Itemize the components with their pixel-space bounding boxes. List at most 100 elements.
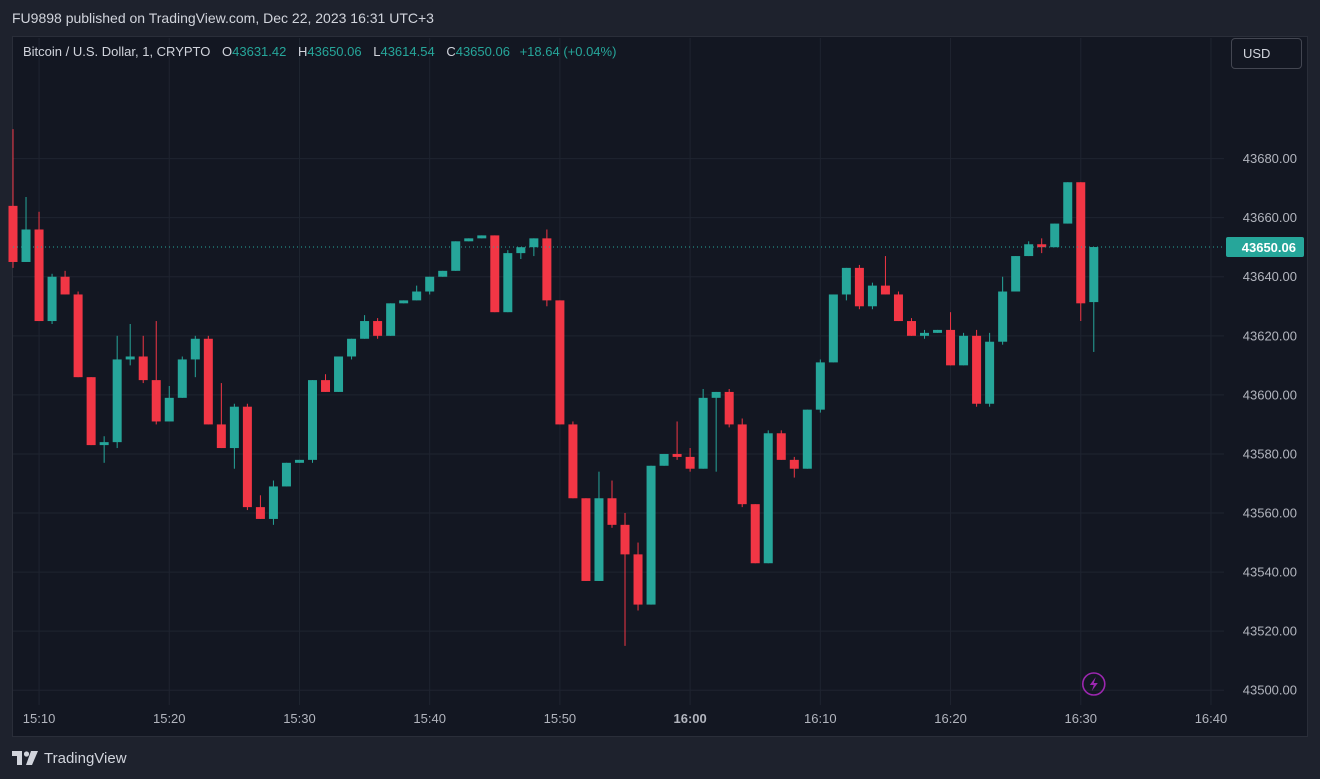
- candle[interactable]: [360, 315, 370, 339]
- candle[interactable]: [972, 329, 982, 407]
- candle[interactable]: [737, 418, 747, 508]
- candle[interactable]: [255, 495, 265, 519]
- candle[interactable]: [242, 403, 252, 511]
- candle[interactable]: [229, 403, 239, 469]
- candle[interactable]: [47, 273, 57, 324]
- candle[interactable]: [581, 498, 591, 581]
- candle[interactable]: [477, 235, 487, 239]
- candle[interactable]: [281, 462, 291, 487]
- candle[interactable]: [998, 276, 1008, 345]
- candle[interactable]: [516, 247, 526, 260]
- candle[interactable]: [828, 294, 838, 363]
- candle[interactable]: [451, 241, 461, 271]
- candle[interactable]: [1063, 182, 1073, 224]
- candle[interactable]: [946, 312, 956, 366]
- candle[interactable]: [802, 409, 812, 469]
- candle[interactable]: [164, 386, 174, 422]
- candle[interactable]: [34, 211, 44, 322]
- candle[interactable]: [985, 332, 995, 407]
- candle-body: [815, 362, 825, 410]
- candle[interactable]: [867, 282, 877, 310]
- candle[interactable]: [633, 542, 643, 611]
- candle[interactable]: [620, 513, 630, 646]
- currency-button[interactable]: USD: [1231, 38, 1302, 69]
- candle[interactable]: [138, 335, 148, 384]
- candle[interactable]: [542, 229, 552, 307]
- candle[interactable]: [880, 256, 890, 295]
- candle[interactable]: [959, 332, 969, 366]
- candle[interactable]: [8, 129, 18, 268]
- candle[interactable]: [555, 300, 565, 425]
- symbol-title[interactable]: Bitcoin / U.S. Dollar, 1, CRYPTO: [23, 44, 211, 59]
- candle-body: [386, 303, 396, 336]
- candle[interactable]: [750, 504, 760, 564]
- candle[interactable]: [21, 197, 31, 262]
- candle[interactable]: [334, 356, 344, 392]
- candle[interactable]: [776, 430, 786, 460]
- candle[interactable]: [1089, 247, 1099, 352]
- time-tick-label: 15:30: [283, 711, 316, 726]
- candle[interactable]: [438, 270, 448, 277]
- candle[interactable]: [789, 456, 799, 478]
- candle[interactable]: [815, 359, 825, 413]
- candle[interactable]: [151, 321, 161, 425]
- candle[interactable]: [659, 453, 669, 466]
- candle[interactable]: [568, 421, 578, 499]
- candle[interactable]: [646, 465, 656, 605]
- candle[interactable]: [412, 285, 422, 301]
- candle[interactable]: [920, 329, 930, 339]
- footer-brand[interactable]: TradingView: [12, 745, 127, 771]
- candle[interactable]: [399, 300, 409, 304]
- candle[interactable]: [685, 448, 695, 472]
- candle[interactable]: [607, 480, 617, 528]
- candle[interactable]: [216, 383, 226, 449]
- candle[interactable]: [763, 430, 773, 564]
- price-tick-label: 43640.00: [1243, 269, 1297, 284]
- candle[interactable]: [190, 335, 200, 378]
- candle[interactable]: [893, 291, 903, 322]
- candle[interactable]: [672, 421, 682, 460]
- candle[interactable]: [906, 318, 916, 336]
- event-marker: [1081, 672, 1106, 696]
- candle[interactable]: [203, 335, 213, 425]
- candle-body: [1063, 182, 1073, 224]
- candle[interactable]: [711, 391, 721, 472]
- lightning-bolt-icon[interactable]: [1081, 672, 1106, 696]
- candle[interactable]: [177, 356, 187, 398]
- candle[interactable]: [854, 264, 864, 310]
- candle[interactable]: [503, 250, 513, 313]
- candle-body: [242, 406, 252, 508]
- price-tick-label: 43500.00: [1243, 683, 1297, 698]
- candle-body: [568, 424, 578, 499]
- candle[interactable]: [1076, 182, 1086, 322]
- candle[interactable]: [724, 388, 734, 428]
- candle[interactable]: [386, 303, 396, 336]
- candle[interactable]: [112, 335, 122, 449]
- candle[interactable]: [425, 276, 435, 295]
- candle[interactable]: [1011, 256, 1021, 292]
- candle[interactable]: [1050, 223, 1060, 248]
- chart-pane[interactable]: [12, 36, 1308, 737]
- candle[interactable]: [1024, 241, 1034, 257]
- candle[interactable]: [73, 291, 83, 378]
- candle[interactable]: [490, 235, 500, 313]
- candle[interactable]: [307, 380, 317, 463]
- candle[interactable]: [347, 338, 357, 360]
- candle[interactable]: [1037, 238, 1047, 254]
- candle[interactable]: [125, 324, 135, 366]
- candle[interactable]: [321, 374, 331, 392]
- candle[interactable]: [841, 267, 851, 301]
- candle[interactable]: [268, 480, 278, 525]
- candle[interactable]: [99, 436, 109, 463]
- candle[interactable]: [60, 270, 70, 295]
- candle[interactable]: [86, 377, 96, 446]
- time-tick-label: 16:10: [804, 711, 837, 726]
- candle[interactable]: [294, 459, 304, 463]
- candle[interactable]: [464, 238, 474, 242]
- candle[interactable]: [698, 388, 708, 469]
- candle[interactable]: [594, 471, 604, 581]
- candle[interactable]: [373, 318, 383, 339]
- price-tick-label: 43600.00: [1243, 387, 1297, 402]
- candle[interactable]: [933, 329, 943, 333]
